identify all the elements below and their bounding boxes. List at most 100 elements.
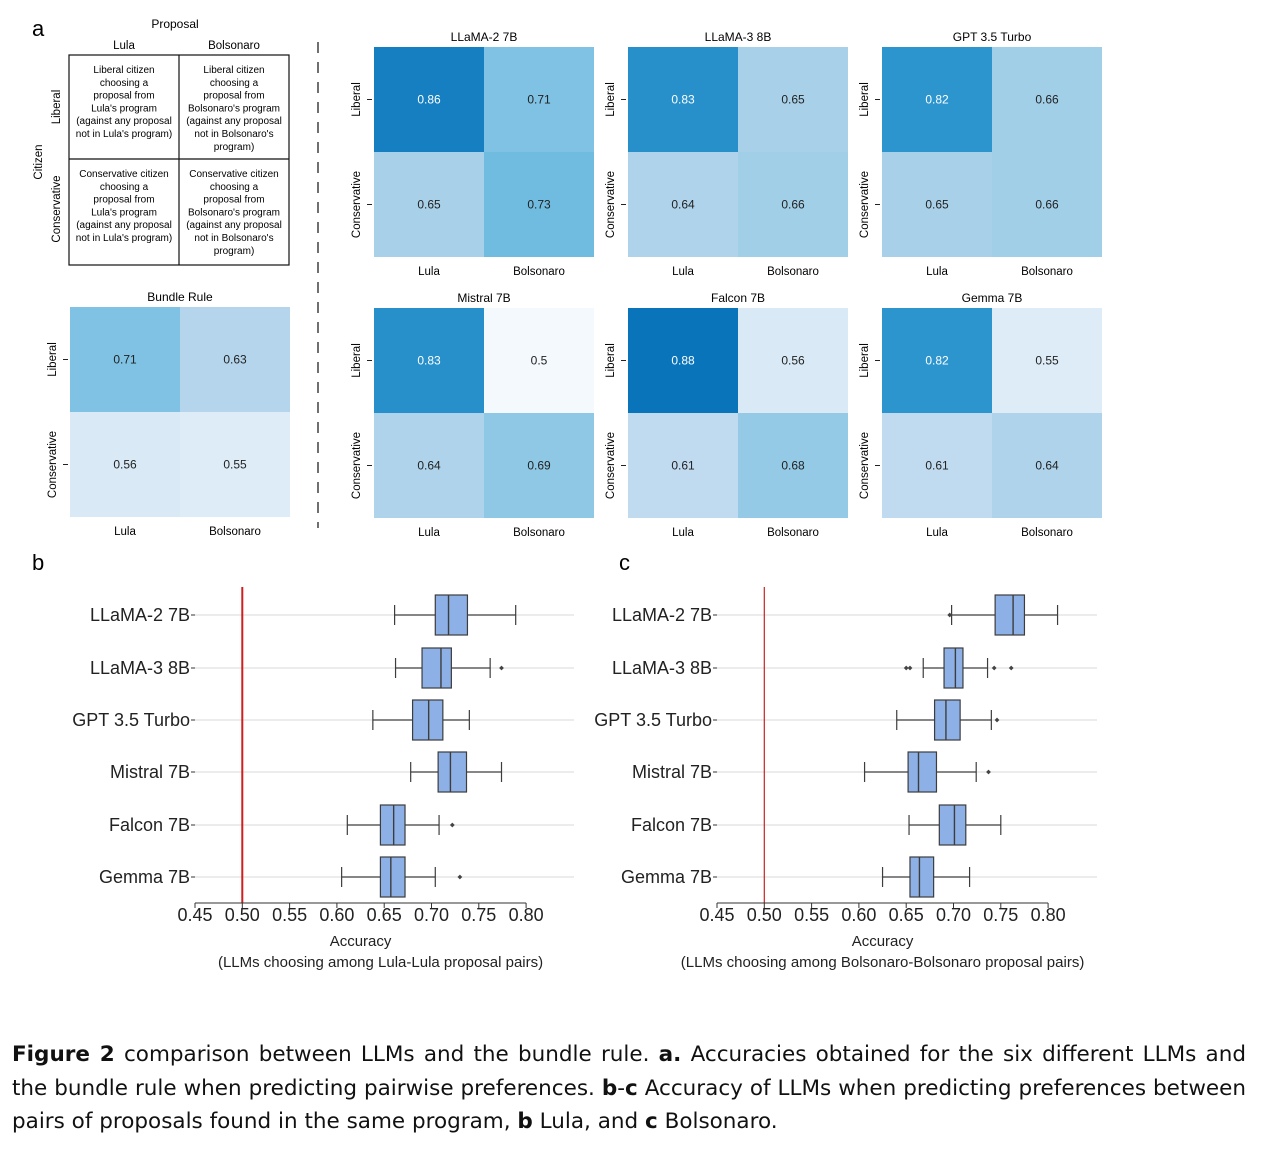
schema-cell-line: proposal from [203,195,264,206]
heatmap-value-label: 0.88 [671,354,695,368]
heatmap-cell [628,308,738,413]
caption-c-label-2: c [644,1109,658,1134]
heatmap-title: GPT 3.5 Turbo [953,30,1032,44]
heatmap-y-tick-label: Liberal [605,343,617,378]
schema-cell-line: (against any proposal [186,116,282,127]
heatmap-cell [484,308,594,413]
boxplot-category-label: LLaMA-2 7B [90,605,190,625]
schema-cell-line: (against any proposal [76,220,172,231]
box-iqr [437,751,468,793]
heatmap-value-label: 0.69 [527,459,551,473]
heatmap-bundle-rule: Bundle Rule 0.71 0.63 0.56 0.55 Lula Bolsonaro… [47,290,290,538]
boxplot-category-label: Gemma 7B [99,867,190,887]
heatmap-cell [992,47,1102,152]
schema-col-header-lula: Lula [113,40,135,52]
caption-a-label: a. [658,1042,682,1067]
box-iqr [943,647,964,689]
box-gpt-3-5-turbo [896,699,1000,741]
heatmap-x-tick-label: Bolsonaro [513,527,565,539]
figure-canvas: a b c Proposal Lula Bolsonaro Citizen Li… [32,16,1102,971]
box-iqr [933,699,961,741]
heatmap-value-label: 0.71 [113,353,137,367]
heatmap-cell [70,307,180,412]
schema-row-group-label: Citizen [33,144,45,179]
heatmap-value-label: 0.63 [223,353,247,367]
caption-figure-label: Figure 2 [12,1042,115,1067]
heatmap-value-label: 0.5 [531,354,548,368]
heatmap-value-label: 0.68 [781,459,805,473]
heatmap-y-tick-label: Conservative [351,432,363,499]
heatmap-cell [992,308,1102,413]
schema-cell-line: (against any proposal [186,220,282,231]
heatmap-cell [628,152,738,257]
boxplot-x-tick-label: 0.45 [177,905,212,925]
box-iqr [938,804,967,846]
caption-intro: comparison between LLMs and the bundle r… [114,1042,659,1067]
heatmap-y-tick-label: Conservative [351,171,363,238]
heatmap-value-label: 0.66 [1035,93,1059,107]
boxplot-category-label: Mistral 7B [632,762,712,782]
heatmap-value-label: 0.65 [417,198,441,212]
boxplot-category-label: Falcon 7B [631,815,712,835]
heatmap-gpt-3-5-turbo: GPT 3.5 Turbo 0.82 0.66 0.65 0.66 Lula Bolsona… [859,30,1102,278]
heatmap-x-tick-label: Bolsonaro [767,266,819,278]
boxplot-x-tick-label: 0.60 [319,905,354,925]
heatmap-value-label: 0.82 [925,354,949,368]
panel-letter-b: b [32,550,44,575]
schema-cell-line: not in Bolsonaro's [194,129,273,140]
boxplot-x-tick-label: 0.50 [747,905,782,925]
caption-c-text: Bolsonaro. [657,1109,778,1134]
caption-c-label: c [625,1075,638,1101]
heatmap-title: Falcon 7B [711,291,765,305]
schema-cell-line: Bolsonaro's program [188,207,280,218]
heatmap-title: Bundle Rule [147,290,213,304]
boxplot-x-axis-sublabel: (LLMs choosing among Lula-Lula proposal … [218,954,543,971]
heatmap-y-tick-label: Liberal [859,343,871,378]
boxplot-x-tick-label: 0.70 [936,905,971,925]
heatmap-value-label: 0.61 [671,459,695,473]
heatmap-cell [70,412,180,517]
schema-cell-line: Lula's program [91,207,157,218]
boxplot-category-label: GPT 3.5 Turbo [72,710,190,730]
box-llama-2-7b [394,594,517,636]
boxplot-x-tick-label: 0.45 [699,905,734,925]
heatmap-y-tick-label: Conservative [859,171,871,238]
boxplot-x-tick-label: 0.75 [983,905,1018,925]
heatmap-cell [882,413,992,518]
panel-letter-c: c [619,550,630,575]
boxplot-x-tick-label: 0.80 [509,905,544,925]
heatmap-y-tick-label: Liberal [351,343,363,378]
schema-cell-line: proposal from [93,195,154,206]
heatmap-value-label: 0.83 [417,354,441,368]
box-outlier [903,665,909,671]
heatmap-x-tick-label: Bolsonaro [513,266,565,278]
heatmap-cell [738,47,848,152]
box-outlier [457,874,463,880]
heatmap-gemma-7b: Gemma 7B 0.82 0.55 0.61 0.64 Lula Bolsonaro Lib… [859,291,1102,539]
heatmap-cell [180,307,290,412]
heatmap-llama-2-7b: LLaMA-2 7B 0.86 0.71 0.65 0.73 Lula Bolsonaro L… [351,30,594,278]
box-iqr [907,751,938,793]
box-gemma-7b [881,856,971,898]
heatmap-y-tick-label: Liberal [859,82,871,117]
heatmap-cell [374,152,484,257]
heatmap-x-tick-label: Lula [926,266,948,278]
schema-cell-line: choosing a [100,78,149,89]
heatmap-cell [738,413,848,518]
boxplot-x-tick-label: 0.60 [841,905,876,925]
schema-cell-line: Conservative citizen [79,169,168,180]
heatmap-cell [738,152,848,257]
caption-dash: - [617,1075,625,1101]
box-outlier [907,665,913,671]
caption-b-label: b [517,1109,533,1134]
heatmap-title: LLaMA-3 8B [705,30,772,44]
heatmap-x-tick-label: Lula [926,527,948,539]
heatmap-x-tick-label: Bolsonaro [209,526,261,538]
schema-row-header-liberal: Liberal [51,90,63,125]
heatmap-value-label: 0.56 [113,458,137,472]
schema-cell-line: Liberal citizen [203,65,264,76]
boxplot-x-tick-label: 0.65 [367,905,402,925]
heatmap-value-label: 0.66 [781,198,805,212]
heatmap-y-tick-label: Conservative [605,432,617,499]
box-outlier [947,612,953,618]
